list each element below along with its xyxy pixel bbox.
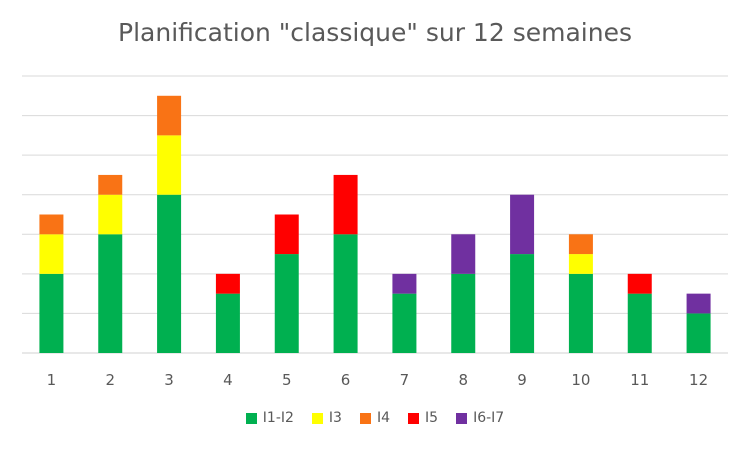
x-tick-label: 11 [630,371,649,389]
legend-swatch [359,412,371,424]
legend-label: I5 [425,410,439,426]
x-tick-label: 10 [571,371,590,389]
bar-segment-i6-i7-week-8 [451,234,476,274]
x-tick-label: 2 [105,371,115,389]
x-tick-label: 8 [458,371,468,389]
bar-segment-i5-week-4 [215,273,240,294]
legend-item: I6-I7 [456,410,504,426]
x-tick-label: 9 [517,371,527,389]
x-tick-label: 4 [223,371,233,389]
bar-segment-i1-i2-week-5 [274,254,299,353]
bar-segment-i4-week-10 [568,234,593,255]
x-tick-label: 7 [400,371,410,389]
bar-segment-i3-week-1 [39,234,64,274]
bar-segment-i1-i2-week-3 [157,194,182,353]
bar-segment-i1-i2-week-6 [333,234,358,353]
legend-label: I4 [376,410,391,426]
bar-segment-i3-week-10 [568,254,593,274]
bar-segment-i1-i2-week-7 [392,293,417,353]
bar-segment-i4-week-1 [39,214,64,235]
legend-swatch [456,412,468,424]
x-tick-label: 3 [164,371,174,389]
legend-item: I5 [408,410,438,426]
legend-label: I6-I7 [473,410,505,426]
bar-segment-i5-week-5 [274,214,299,255]
bar-segment-i6-i7-week-9 [510,194,535,255]
legend-item: I1-I2 [245,410,294,426]
bar-segment-i1-i2-week-1 [39,273,64,353]
legend-swatch [408,412,420,424]
bar-segment-i6-i7-week-7 [392,273,417,294]
x-tick-label: 6 [341,371,351,389]
legend-label: I1-I2 [262,410,294,426]
legend-swatch [311,412,323,424]
bar-segment-i4-week-2 [98,174,123,195]
legend-label: I3 [328,410,342,426]
bar-segment-i1-i2-week-12 [686,313,711,353]
bar-segment-i1-i2-week-2 [98,234,123,353]
x-tick-label: 12 [689,371,708,389]
bar-segment-i1-i2-week-8 [451,273,476,353]
bar-segment-i6-i7-week-12 [686,293,711,314]
bar-segment-i5-week-11 [627,273,652,294]
x-tick-label: 1 [47,371,57,389]
legend-swatch [245,412,257,424]
bar-segment-i3-week-3 [157,135,182,195]
legend: I1-I2 I3 I4 I5 I6-I7 [0,410,750,426]
bar-segment-i1-i2-week-9 [510,254,535,353]
bar-segment-i1-i2-week-10 [568,273,593,353]
legend-item: I4 [359,410,391,426]
bar-segment-i1-i2-week-4 [215,293,240,353]
legend-item: I3 [311,410,342,426]
bar-segment-i1-i2-week-11 [627,293,652,353]
bar-segment-i4-week-3 [157,95,182,136]
chart-title: Planification "classique" sur 12 semaine… [118,18,632,47]
x-tick-label: 5 [282,371,292,389]
bar-segment-i5-week-6 [333,174,358,235]
bar-segment-i3-week-2 [98,194,123,235]
